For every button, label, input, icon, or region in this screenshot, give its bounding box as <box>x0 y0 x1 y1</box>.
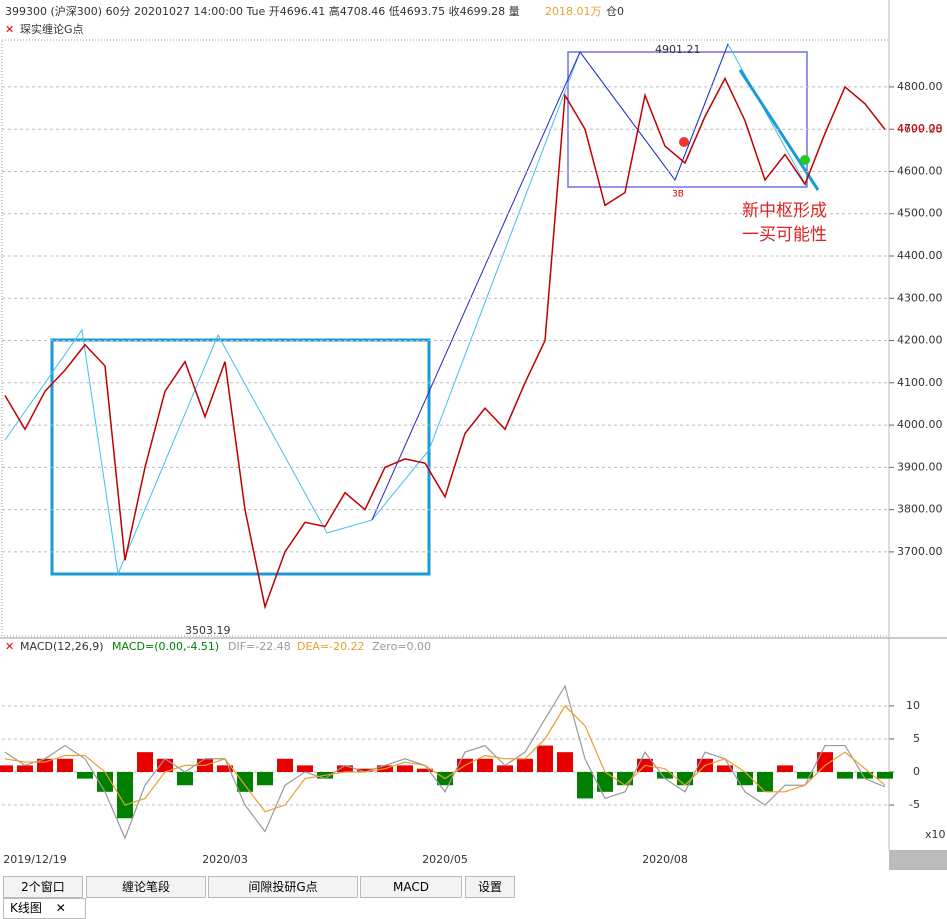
y-tick-label: 4600.00 <box>897 164 943 177</box>
macd-value: MACD=(0.00,-4.51) <box>112 640 219 653</box>
zero-value: Zero=0.00 <box>372 640 431 653</box>
indicator-name: 琛实缠论G点 <box>20 22 84 36</box>
macd-bar <box>177 772 193 786</box>
pivot-box <box>50 338 431 576</box>
button[interactable]: 缠论笔段 <box>86 876 206 898</box>
close-icon[interactable]: ✕ <box>5 640 14 653</box>
x-tick-label: 2020/05 <box>422 853 468 866</box>
tab[interactable]: K线图 ✕ <box>3 898 86 919</box>
note: 一买可能性 <box>742 225 827 245</box>
y-tick-label: 5 <box>913 732 920 745</box>
y-tick-label: 4000.00 <box>897 418 943 431</box>
button[interactable]: MACD <box>360 876 462 898</box>
macd-bar <box>217 765 233 772</box>
header-volume: 2018.01万 <box>545 5 602 18</box>
price-line <box>4 76 886 610</box>
close-icon[interactable]: ✕ <box>5 23 14 36</box>
y-tick-label: 3700.00 <box>897 545 943 558</box>
macd-bar <box>77 772 93 779</box>
high-label: 4901.21 <box>655 43 701 56</box>
macd-bar <box>397 765 413 772</box>
y-tick-label: 0 <box>913 765 920 778</box>
chart: 399300 (沪深300) 60分 20201027 14:00:00 Tue… <box>0 0 947 870</box>
bs-label: 3B <box>672 190 684 200</box>
dif-value: DIF=-22.48 <box>228 640 291 653</box>
macd-bar <box>677 772 693 786</box>
macd-bar <box>717 765 733 772</box>
macd-bar <box>97 772 113 792</box>
macd-bar <box>857 772 873 779</box>
tab-label: K线图 <box>10 901 42 915</box>
macd-bar <box>757 772 773 792</box>
header-position: 仓0 <box>606 4 624 18</box>
y-tick-label: 10 <box>906 699 920 712</box>
macd-bar <box>297 765 313 772</box>
y-tick-label: 4100.00 <box>897 376 943 389</box>
last-price: 4699.28 <box>897 122 943 135</box>
y-tick-label: 4400.00 <box>897 249 943 262</box>
macd-bar <box>817 752 833 772</box>
macd-bar <box>57 758 73 772</box>
macd-bar <box>597 772 613 792</box>
y-tick-label: -5 <box>909 798 920 811</box>
macd-bar <box>257 772 273 786</box>
button[interactable]: 设置 <box>465 876 515 898</box>
x-tick-label: 2020/08 <box>642 853 688 866</box>
macd-bar <box>657 772 673 779</box>
low-label: 3503.19 <box>185 624 231 637</box>
macd-line <box>4 704 886 813</box>
macd-bar <box>617 772 633 786</box>
y-tick-label: 4200.00 <box>897 334 943 347</box>
button[interactable]: 2个窗口 <box>3 876 83 898</box>
signal-dot <box>679 137 689 147</box>
macd-bar <box>877 772 893 779</box>
macd-bar <box>117 772 133 819</box>
macd-bar <box>497 765 513 772</box>
y-tick-label: 4800.00 <box>897 80 943 93</box>
macd-bar <box>837 772 853 779</box>
macd-bar <box>797 772 813 779</box>
x-tick-label: 2019/12/19 <box>3 853 66 866</box>
macd-bar <box>777 765 793 772</box>
arrow <box>738 69 820 191</box>
macd-line <box>4 684 886 840</box>
macd-bar <box>477 758 493 772</box>
note: 新中枢形成 <box>742 201 827 221</box>
dea-value: DEA=-20.22 <box>297 640 365 653</box>
macd-bar <box>557 752 573 772</box>
signal-dot <box>800 155 810 165</box>
y-tick-label: 3800.00 <box>897 503 943 516</box>
macd-bar <box>137 752 153 772</box>
y-tick-label: 4700.00 <box>897 122 943 135</box>
macd-bar <box>417 768 433 772</box>
macd-bar <box>337 765 353 772</box>
macd-bar <box>357 768 373 772</box>
macd-bar <box>517 758 533 772</box>
x-tick-label: 2020/03 <box>202 853 248 866</box>
macd-bar <box>277 758 293 772</box>
header-line: 399300 (沪深300) 60分 20201027 14:00:00 Tue… <box>5 4 520 18</box>
segment-line <box>371 43 729 521</box>
scroll[interactable] <box>889 850 947 870</box>
y-tick-label: 3900.00 <box>897 460 943 473</box>
stroke-line <box>4 42 808 576</box>
close-icon[interactable]: ✕ <box>55 901 66 915</box>
button[interactable]: 间隙投研G点 <box>208 876 358 898</box>
macd-name: MACD(12,26,9) <box>20 640 104 653</box>
macd-bar <box>17 765 33 772</box>
y-tick-label: 4500.00 <box>897 207 943 220</box>
macd-bar <box>0 765 13 772</box>
scale-label: x10 <box>925 828 946 841</box>
macd-bar <box>237 772 253 792</box>
macd-bar <box>537 745 553 772</box>
macd-bar <box>577 772 593 799</box>
y-tick-label: 4300.00 <box>897 291 943 304</box>
pivot-box <box>567 51 808 188</box>
